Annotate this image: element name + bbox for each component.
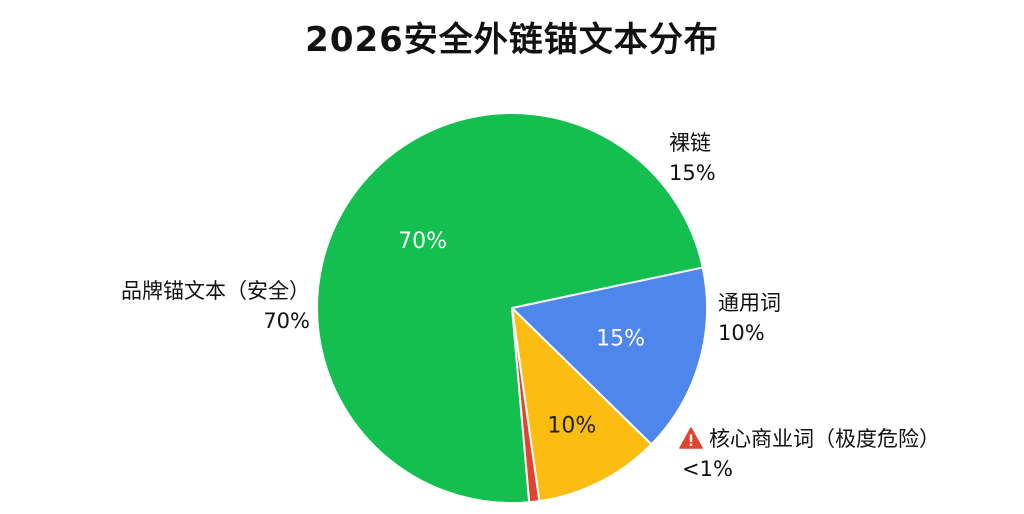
label-generic-terms-name: 通用词 <box>718 291 781 315</box>
chart-title: 2026安全外链锚文本分布 <box>305 20 719 60</box>
label-bare-link-value: 15% <box>669 161 716 185</box>
pie-slice-label-1: 10% <box>547 413 596 438</box>
label-core-commercial-name: 核心商业词（极度危险） <box>709 427 940 451</box>
label-bare-link-name: 裸链 <box>669 131 711 155</box>
label-brand-anchor: 品牌锚文本（安全） 70% <box>70 276 310 336</box>
label-generic-terms-value: 10% <box>718 321 765 345</box>
label-brand-anchor-name: 品牌锚文本（安全） <box>121 279 310 303</box>
label-core-commercial-value: <1% <box>682 457 733 481</box>
label-brand-anchor-value: 70% <box>263 309 310 333</box>
label-core-commercial: 核心商业词（极度危险） <1% <box>679 424 940 484</box>
pie-slice-1 <box>511 307 653 503</box>
label-generic-terms: 通用词 10% <box>718 288 781 348</box>
pie-slice-3 <box>316 112 704 504</box>
pie-slice-label-3: 70% <box>398 229 447 254</box>
pie-slice-label-0: 15% <box>596 327 645 352</box>
label-bare-link: 裸链 15% <box>669 128 716 188</box>
pie-slice-0 <box>511 266 708 446</box>
warning-triangle-icon <box>679 427 703 449</box>
